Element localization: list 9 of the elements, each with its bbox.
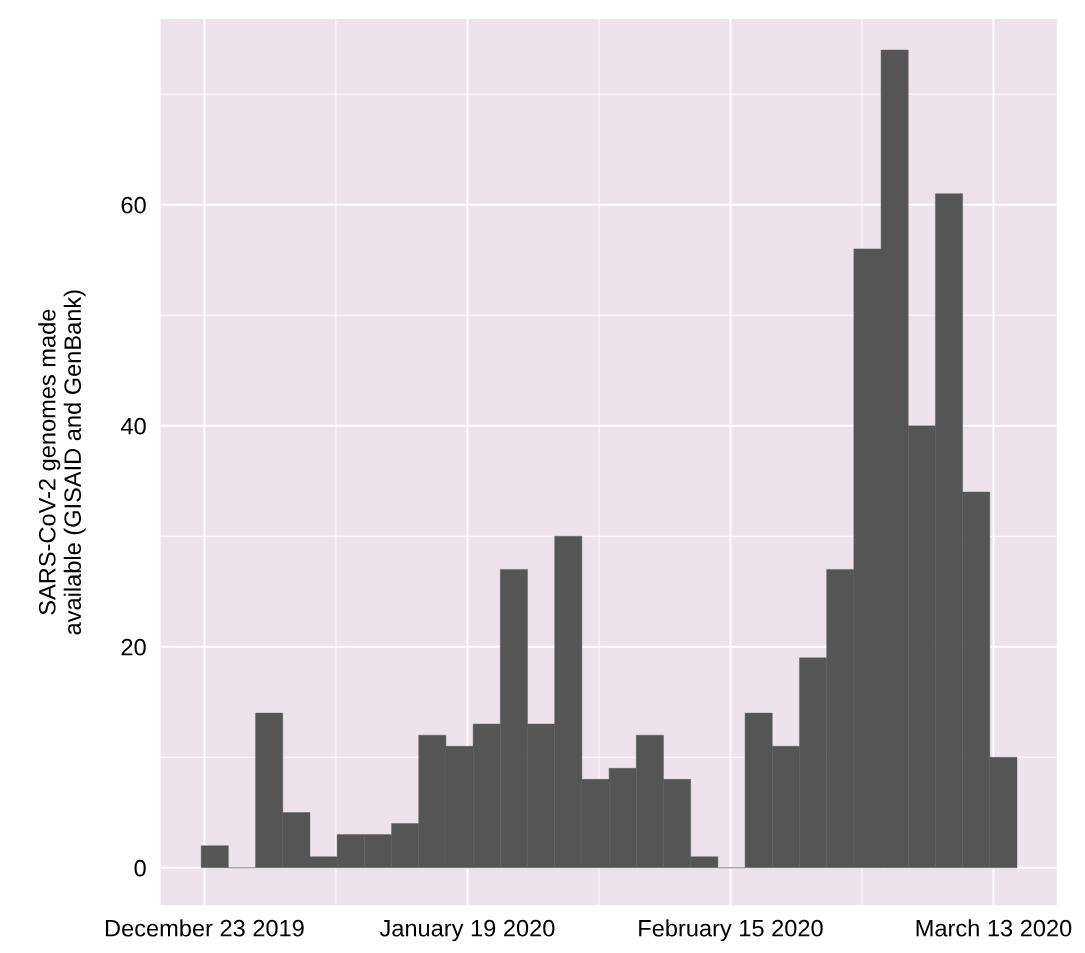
x-tick-label: December 23 2019 [105, 919, 304, 937]
x-tick-label: February 15 2020 [639, 919, 823, 942]
y-tick-label: 0 [134, 859, 146, 877]
y-tick-label: 60 [121, 196, 146, 214]
x-tick-label: January 19 2020 [379, 919, 555, 942]
y-axis-title: SARS-CoV-2 genomes made available (GISAID and GenBank) [38, 290, 86, 635]
x-tick-label: March 13 2020 [916, 919, 1072, 937]
y-tick-label: 20 [121, 638, 146, 656]
y-tick-label: 40 [120, 417, 146, 435]
